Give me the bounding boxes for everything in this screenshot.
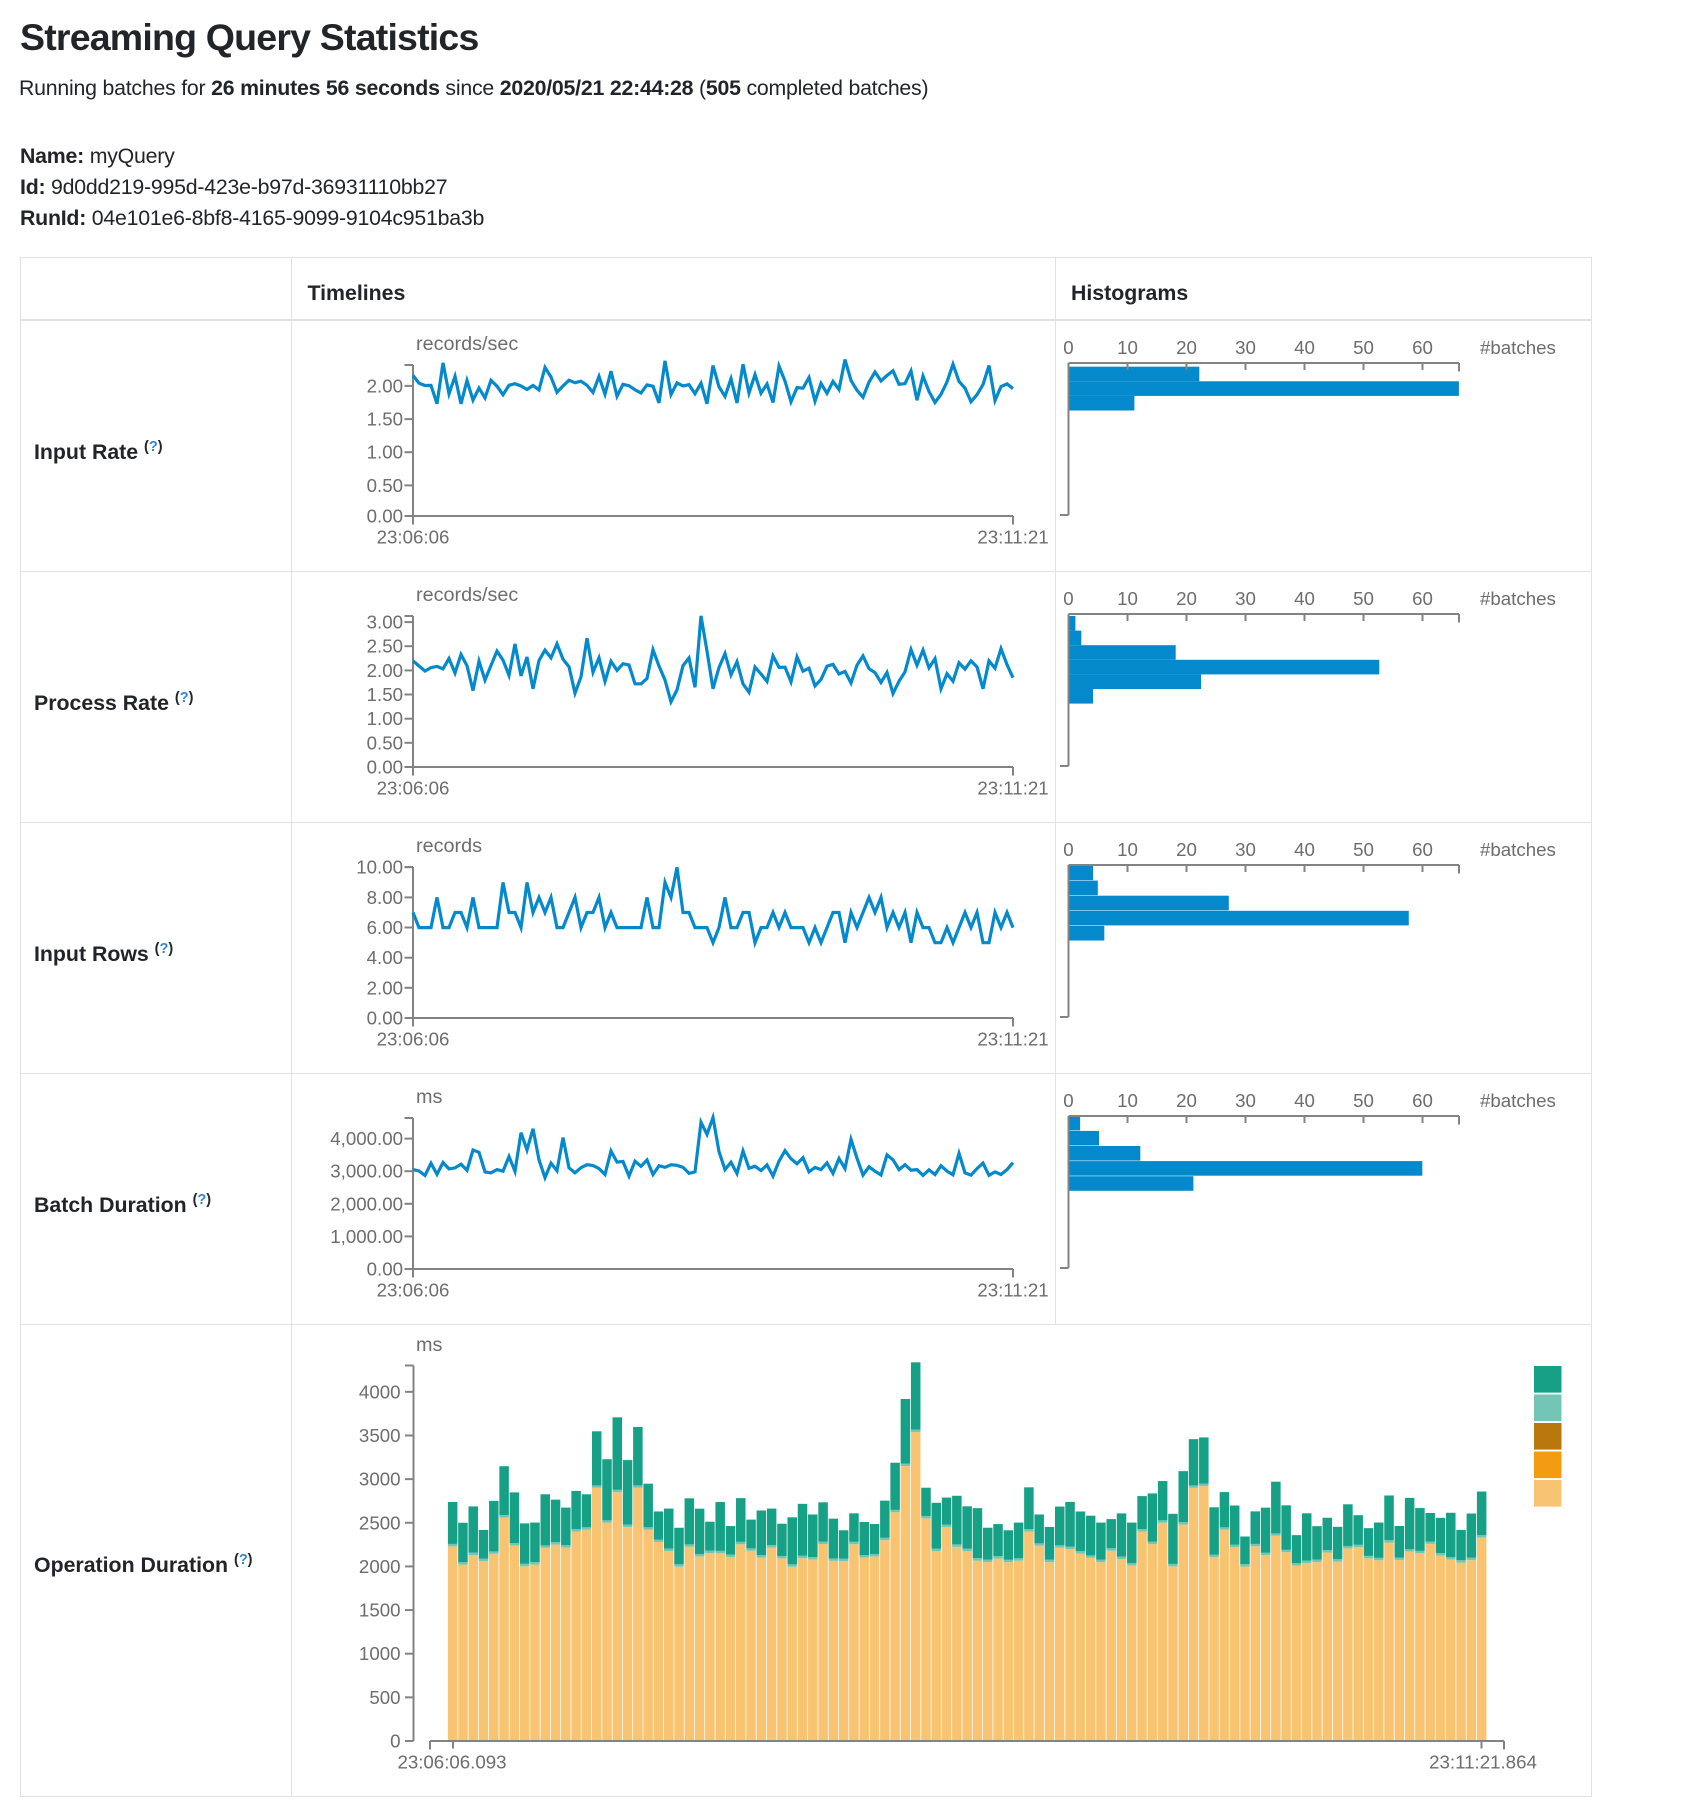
svg-text:#batches: #batches [1480,588,1556,609]
svg-text:1000: 1000 [359,1643,401,1664]
svg-text:0.50: 0.50 [367,732,403,753]
svg-text:0: 0 [1063,1090,1073,1111]
svg-text:2.00: 2.00 [367,660,403,681]
svg-text:10.00: 10.00 [356,857,403,878]
svg-text:6.00: 6.00 [367,917,403,938]
svg-text:23:06:06.093: 23:06:06.093 [397,1751,506,1772]
svg-text:0: 0 [1063,337,1073,358]
svg-text:30: 30 [1235,1090,1256,1111]
svg-text:0.00: 0.00 [367,506,403,527]
svg-text:40: 40 [1294,1090,1315,1111]
svg-text:20: 20 [1176,337,1197,358]
svg-text:#batches: #batches [1480,839,1556,860]
svg-text:20: 20 [1176,588,1197,609]
svg-text:50: 50 [1353,588,1374,609]
svg-text:10: 10 [1117,588,1138,609]
svg-text:2,000.00: 2,000.00 [330,1193,403,1214]
svg-text:ms: ms [416,1086,442,1108]
svg-text:0.00: 0.00 [367,1259,403,1280]
svg-text:30: 30 [1235,337,1256,358]
svg-text:30: 30 [1235,839,1256,860]
svg-text:1.50: 1.50 [367,684,403,705]
svg-text:10: 10 [1117,839,1138,860]
svg-text:23:06:06: 23:06:06 [377,1028,450,1049]
svg-text:20: 20 [1176,1090,1197,1111]
svg-text:4000: 4000 [359,1381,401,1402]
svg-text:4,000.00: 4,000.00 [330,1128,403,1149]
svg-text:500: 500 [369,1687,400,1708]
svg-text:3.00: 3.00 [367,612,403,633]
svg-text:2000: 2000 [359,1556,401,1577]
svg-text:23:11:21: 23:11:21 [977,526,1048,547]
svg-text:2.00: 2.00 [367,375,403,396]
svg-text:40: 40 [1294,839,1315,860]
svg-text:1500: 1500 [359,1600,401,1621]
svg-text:records/sec: records/sec [416,333,518,355]
svg-text:0.00: 0.00 [367,757,403,778]
svg-text:50: 50 [1353,337,1374,358]
svg-text:0: 0 [390,1731,400,1752]
svg-text:3,000.00: 3,000.00 [330,1161,403,1182]
svg-text:60: 60 [1412,1090,1433,1111]
svg-text:60: 60 [1412,337,1433,358]
svg-text:23:11:21: 23:11:21 [977,1028,1048,1049]
svg-text:0: 0 [1063,588,1073,609]
svg-text:2500: 2500 [359,1512,401,1533]
svg-text:30: 30 [1235,588,1256,609]
svg-text:#batches: #batches [1480,1090,1556,1111]
svg-text:10: 10 [1117,337,1138,358]
svg-text:1.00: 1.00 [367,708,403,729]
svg-text:23:06:06: 23:06:06 [377,777,450,798]
svg-text:2.50: 2.50 [367,636,403,657]
svg-text:50: 50 [1353,1090,1374,1111]
svg-text:50: 50 [1353,839,1374,860]
svg-text:60: 60 [1412,588,1433,609]
svg-text:3500: 3500 [359,1425,401,1446]
svg-text:#batches: #batches [1480,337,1556,358]
svg-text:10: 10 [1117,1090,1138,1111]
svg-text:23:11:21: 23:11:21 [977,1279,1048,1300]
svg-text:40: 40 [1294,337,1315,358]
svg-text:40: 40 [1294,588,1315,609]
svg-text:1.50: 1.50 [367,409,403,430]
svg-text:1,000.00: 1,000.00 [330,1226,403,1247]
svg-text:records/sec: records/sec [416,584,518,606]
svg-text:1.00: 1.00 [367,442,403,463]
svg-text:23:06:06: 23:06:06 [377,526,450,547]
svg-text:0.00: 0.00 [367,1008,403,1029]
svg-text:20: 20 [1176,839,1197,860]
svg-text:3000: 3000 [359,1469,401,1490]
svg-text:0.50: 0.50 [367,475,403,496]
svg-text:0: 0 [1063,839,1073,860]
svg-text:4.00: 4.00 [367,947,403,968]
svg-text:23:11:21: 23:11:21 [977,777,1048,798]
svg-text:records: records [416,835,482,857]
svg-text:23:11:21.864: 23:11:21.864 [1429,1751,1537,1772]
svg-text:ms: ms [416,1334,442,1356]
svg-text:60: 60 [1412,839,1433,860]
svg-text:23:06:06: 23:06:06 [377,1279,450,1300]
svg-text:8.00: 8.00 [367,887,403,908]
svg-text:2.00: 2.00 [367,977,403,998]
